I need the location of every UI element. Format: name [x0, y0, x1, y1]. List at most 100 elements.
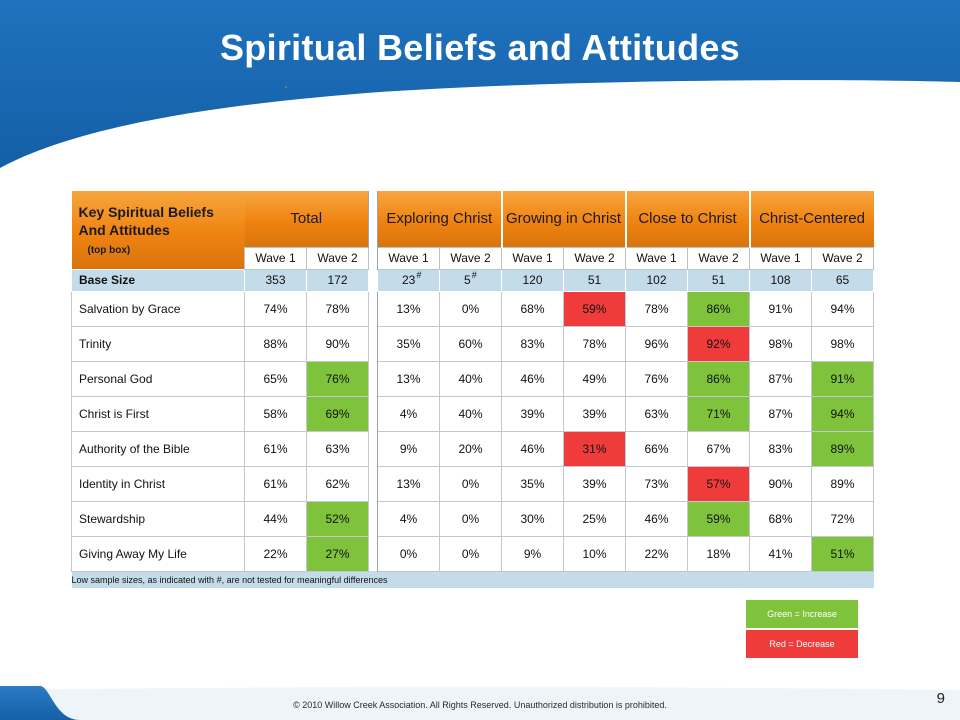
table-row: Salvation by Grace 74% 78% 13% 0% 68% 59% 78% 86…: [71, 290, 874, 327]
table-cell: 25%: [563, 500, 626, 537]
table-cell: 73%: [625, 465, 688, 502]
table-cell: 0%: [377, 535, 440, 572]
wave-label: Wave 1: [377, 246, 440, 270]
table-cell: 76%: [625, 360, 688, 397]
table-cell: 91%: [749, 290, 812, 327]
table-cell: 76%: [306, 360, 369, 397]
row-label: Stewardship: [71, 500, 245, 537]
table-cell: 9%: [377, 430, 440, 467]
table-cell: 98%: [749, 325, 812, 362]
table-cell: 31%: [563, 430, 626, 467]
table-cell: 94%: [811, 290, 874, 327]
base-size-value: 5#: [439, 268, 502, 292]
table-cell: 92%: [687, 325, 750, 362]
table-cell: 91%: [811, 360, 874, 397]
table-cell: 49%: [563, 360, 626, 397]
table-row: Christ is First 58% 69% 4% 40% 39% 39% 63% 71% 87…: [71, 395, 874, 432]
table-cell: 0%: [439, 290, 502, 327]
table-cell: 62%: [306, 465, 369, 502]
column-divider: [368, 326, 378, 361]
column-divider: [368, 247, 378, 269]
base-size-number: 172: [327, 273, 348, 287]
low-sample-mark: #: [471, 270, 477, 280]
wave-label: Wave 1: [625, 246, 688, 270]
group-header-exploring: Exploring Christ: [377, 191, 503, 247]
legend-decrease: Red = Decrease: [746, 630, 858, 658]
page-number: 9: [936, 690, 945, 707]
table-cell: 86%: [687, 290, 750, 327]
base-size-number: 120: [522, 273, 543, 287]
table-cell: 61%: [244, 430, 307, 467]
table-row: Authority of the Bible 61% 63% 9% 20% 46% 31% 6…: [71, 430, 874, 467]
table-cell: 13%: [377, 465, 440, 502]
table-cell: 0%: [439, 500, 502, 537]
table-cell: 35%: [501, 465, 564, 502]
table-cell: 9%: [501, 535, 564, 572]
row-label: Trinity: [71, 325, 245, 362]
table-cell: 0%: [439, 465, 502, 502]
footnote-text: Low sample sizes, as indicated with #, a…: [71, 571, 874, 588]
wave-label: Wave 1: [244, 246, 307, 270]
table-cell: 74%: [244, 290, 307, 327]
group-header-growing: Growing in Christ: [501, 191, 627, 247]
decorative-dot: [285, 86, 287, 88]
table-cell: 22%: [625, 535, 688, 572]
table-cell: 71%: [687, 395, 750, 432]
column-divider: [368, 431, 378, 466]
table-cell: 66%: [625, 430, 688, 467]
table-cell: 58%: [244, 395, 307, 432]
base-size-value: 23#: [377, 268, 440, 292]
table-cell: 90%: [306, 325, 369, 362]
table-row: Giving Away My Life 22% 27% 0% 0% 9% 10% 22% 18%…: [71, 535, 874, 572]
table-row: Personal God 65% 76% 13% 40% 46% 49% 76% 86% 87% 9…: [71, 360, 874, 397]
table-cell: 13%: [377, 360, 440, 397]
column-divider: [368, 536, 378, 571]
copyright-text: © 2010 Willow Creek Association. All Rig…: [293, 700, 667, 710]
base-size-number: 353: [265, 273, 286, 287]
wave-label: Wave 2: [687, 246, 750, 270]
column-divider: [368, 268, 378, 292]
table-cell: 89%: [811, 465, 874, 502]
base-size-number: 51: [711, 273, 726, 287]
table-cell: 68%: [501, 290, 564, 327]
base-size-row: Base Size 353 172 23# 5# 120 51 102 51 108 65: [71, 268, 874, 292]
base-size-number: 102: [646, 273, 667, 287]
table-cell: 59%: [687, 500, 750, 537]
column-divider: [368, 191, 378, 247]
base-size-value: 65: [811, 268, 874, 292]
table-cell: 78%: [625, 290, 688, 327]
table-cell: 20%: [439, 430, 502, 467]
table-cell: 61%: [244, 465, 307, 502]
table-cell: 78%: [306, 290, 369, 327]
table-cell: 90%: [749, 465, 812, 502]
column-divider: [368, 396, 378, 431]
page-title: Spiritual Beliefs and Attitudes: [219, 27, 741, 68]
table-cell: 83%: [501, 325, 564, 362]
table-cell: 39%: [501, 395, 564, 432]
column-divider: [368, 501, 378, 536]
table-cell: 65%: [244, 360, 307, 397]
table-cell: 22%: [244, 535, 307, 572]
base-size-value: 51: [687, 268, 750, 292]
column-divider: [368, 291, 378, 326]
table-cell: 63%: [625, 395, 688, 432]
table-cell: 87%: [749, 360, 812, 397]
base-size-value: 172: [306, 268, 369, 292]
table-cell: 63%: [306, 430, 369, 467]
row-label: Christ is First: [71, 395, 245, 432]
table-cell: 27%: [306, 535, 369, 572]
table-cell: 10%: [563, 535, 626, 572]
base-size-label: Base Size: [71, 268, 245, 292]
table-cell: 52%: [306, 500, 369, 537]
group-header-close: Close to Christ: [625, 191, 751, 247]
table-cell: 69%: [306, 395, 369, 432]
table-cell: 57%: [687, 465, 750, 502]
table-cell: 67%: [687, 430, 750, 467]
table-cell: 94%: [811, 395, 874, 432]
table-cell: 68%: [749, 500, 812, 537]
table-cell: 59%: [563, 290, 626, 327]
base-size-value: 102: [625, 268, 688, 292]
table-cell: 4%: [377, 395, 440, 432]
table-cell: 98%: [811, 325, 874, 362]
table-cell: 96%: [625, 325, 688, 362]
